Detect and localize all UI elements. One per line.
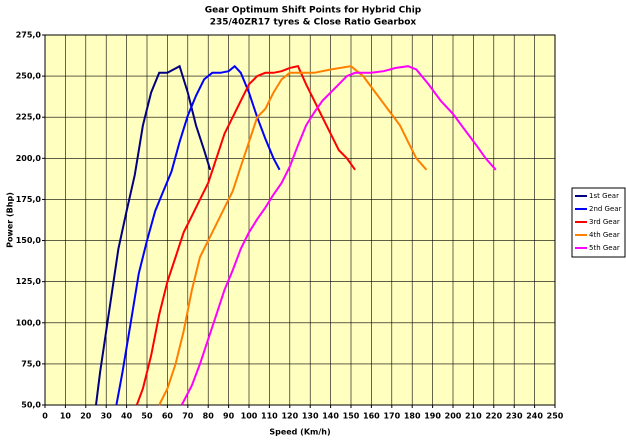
series-line bbox=[180, 65, 497, 406]
x-tick-label: 120 bbox=[281, 412, 298, 421]
y-tick-label: 250,0 bbox=[16, 72, 42, 81]
y-tick-label: 225,0 bbox=[16, 113, 42, 122]
x-tick-label: 240 bbox=[526, 412, 543, 421]
x-tick-label: 170 bbox=[383, 412, 400, 421]
x-tick-label: 110 bbox=[261, 412, 278, 421]
x-tick-label: 100 bbox=[241, 412, 258, 421]
legend-label: 1st Gear bbox=[589, 192, 619, 200]
y-axis-title: Power (Bhp) bbox=[6, 192, 15, 248]
x-tick-label: 40 bbox=[121, 412, 133, 421]
y-tick-label: 50,0 bbox=[21, 401, 41, 410]
series-line bbox=[95, 64, 212, 406]
y-tick-label: 100,0 bbox=[16, 318, 42, 327]
legend-label: 2nd Gear bbox=[589, 205, 622, 213]
x-tick-label: 190 bbox=[424, 412, 441, 421]
series-line bbox=[115, 64, 281, 406]
plot-area bbox=[44, 34, 556, 406]
y-tick-label: 75,0 bbox=[21, 359, 41, 368]
chart-title: Gear Optimum Shift Points for Hybrid Chi… bbox=[205, 6, 422, 16]
legend-label: 5th Gear bbox=[589, 244, 620, 252]
x-tick-label: 20 bbox=[80, 412, 92, 421]
y-tick-label: 150,0 bbox=[16, 236, 42, 245]
x-tick-label: 130 bbox=[302, 412, 319, 421]
x-tick-label: 70 bbox=[182, 412, 194, 421]
x-tick-label: 250 bbox=[547, 412, 564, 421]
x-tick-label: 230 bbox=[506, 412, 523, 421]
y-tick-label: 275,0 bbox=[16, 31, 42, 40]
x-tick-label: 150 bbox=[343, 412, 360, 421]
series-line bbox=[135, 65, 356, 406]
y-tick-label: 175,0 bbox=[16, 195, 42, 204]
x-tick-label: 30 bbox=[101, 412, 113, 421]
x-axis-title: Speed (Km/h) bbox=[269, 428, 330, 437]
x-tick-label: 80 bbox=[203, 412, 215, 421]
legend-label: 4th Gear bbox=[589, 231, 620, 239]
y-tick-label: 200,0 bbox=[16, 154, 42, 163]
x-tick-label: 220 bbox=[485, 412, 502, 421]
x-tick-label: 90 bbox=[223, 412, 235, 421]
y-tick-label: 125,0 bbox=[16, 277, 42, 286]
x-tick-label: 60 bbox=[162, 412, 174, 421]
x-tick-label: 50 bbox=[141, 412, 153, 421]
x-tick-label: 10 bbox=[60, 412, 72, 421]
x-tick-label: 140 bbox=[322, 412, 339, 421]
x-tick-label: 0 bbox=[42, 412, 48, 421]
chart-subtitle: 235/40ZR17 tyres & Close Ratio Gearbox bbox=[210, 18, 417, 28]
x-tick-label: 180 bbox=[404, 412, 421, 421]
x-tick-label: 200 bbox=[445, 412, 462, 421]
x-tick-label: 210 bbox=[465, 412, 482, 421]
legend-label: 3rd Gear bbox=[589, 218, 620, 226]
series-line bbox=[158, 65, 428, 406]
x-tick-label: 160 bbox=[363, 412, 380, 421]
